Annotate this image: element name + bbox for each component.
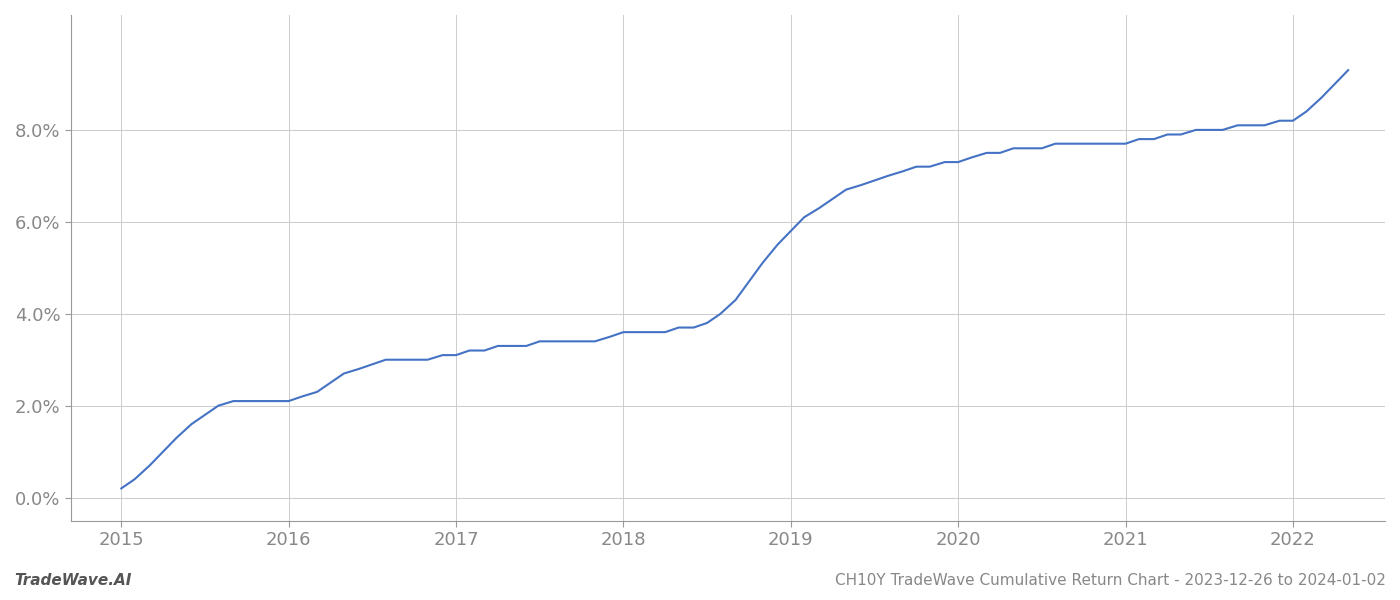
Text: CH10Y TradeWave Cumulative Return Chart - 2023-12-26 to 2024-01-02: CH10Y TradeWave Cumulative Return Chart … (836, 573, 1386, 588)
Text: TradeWave.AI: TradeWave.AI (14, 573, 132, 588)
